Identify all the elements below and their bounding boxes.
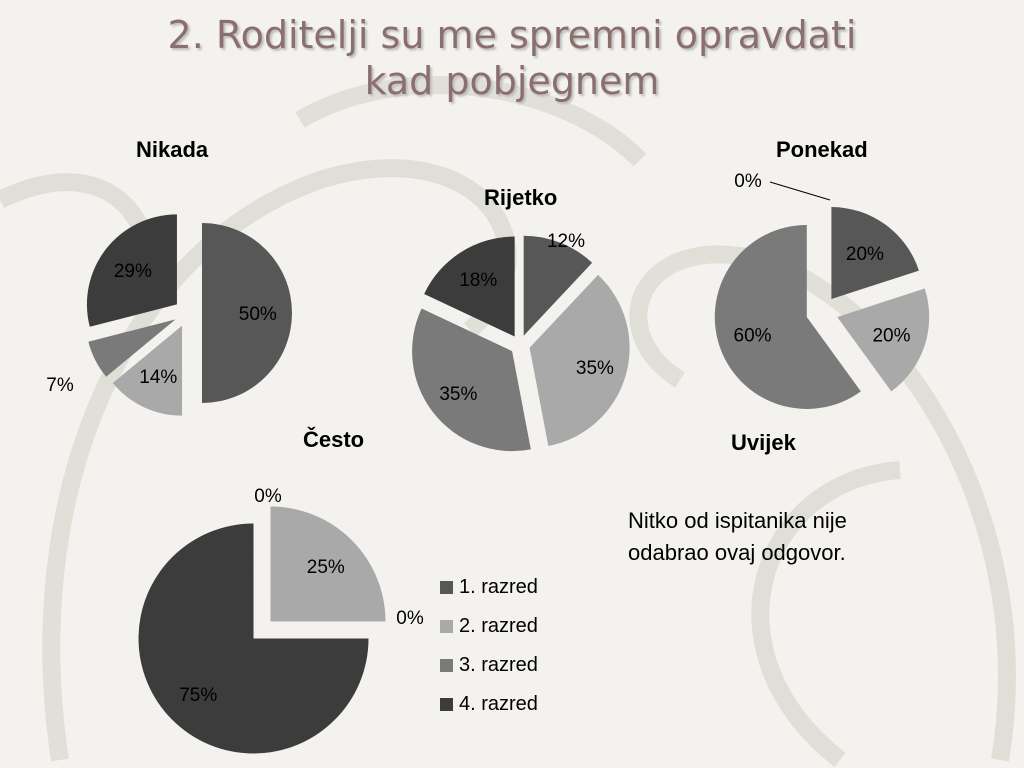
pie-slice [714, 224, 861, 409]
note-line-1: Nitko od ispitanika nije [628, 508, 847, 533]
pie-slice [831, 207, 919, 300]
title-line-1: 2. Roditelji su me spremni opravdati [167, 13, 857, 57]
data-label: 35% [439, 384, 477, 405]
uvijek-note: Nitko od ispitanika nije odabrao ovaj od… [628, 505, 847, 569]
pie-slice [529, 274, 630, 447]
data-label: 12% [547, 231, 585, 252]
chart-title-ponekad: Ponekad [776, 137, 868, 162]
data-label: 25% [307, 557, 345, 578]
legend-item: 4. razred [440, 685, 538, 724]
pie-slice [412, 308, 531, 452]
title-line-2: kad pobjegnem [364, 59, 660, 103]
data-label: 18% [459, 270, 497, 291]
chart-title-nikada: Nikada [136, 137, 209, 162]
data-label: 0% [396, 608, 424, 629]
legend-item: 3. razred [440, 646, 538, 685]
data-label: 20% [846, 244, 884, 265]
pie-slice [523, 235, 593, 336]
data-label: 29% [114, 261, 152, 282]
legend-swatch [440, 659, 453, 672]
legend-label: 3. razred [459, 654, 538, 676]
pie-slice [424, 236, 515, 337]
data-label: 20% [872, 326, 910, 347]
legend: 1. razred 2. razred 3. razred 4. razred [440, 568, 538, 724]
data-label: 35% [576, 358, 614, 379]
legend-item: 2. razred [440, 607, 538, 646]
chart-title-rijetko: Rijetko [484, 185, 558, 210]
legend-swatch [440, 620, 453, 633]
legend-label: 4. razred [459, 693, 538, 715]
pie-slice [138, 523, 369, 754]
chart-title-uvijek: Uvijek [731, 430, 796, 455]
data-label: 0% [734, 171, 762, 192]
data-label: 60% [734, 326, 772, 347]
data-label: 0% [254, 486, 282, 507]
legend-label: 2. razred [459, 615, 538, 637]
pie-slice [112, 325, 183, 416]
data-label: 75% [179, 685, 217, 706]
data-label: 50% [239, 304, 277, 325]
legend-swatch [440, 698, 453, 711]
pie-slice [202, 223, 292, 403]
legend-label: 1. razred [459, 576, 538, 598]
legend-item: 1. razred [440, 568, 538, 607]
leader-line [769, 181, 831, 201]
slide-title: 2. Roditelji su me spremni opravdati kad… [0, 12, 1024, 104]
pie-slice [270, 506, 386, 622]
pie-slice [88, 319, 176, 377]
legend-swatch [440, 581, 453, 594]
data-label: 7% [46, 375, 74, 396]
pie-slice [837, 288, 930, 392]
note-line-2: odabrao ovaj odgovor. [628, 540, 846, 565]
data-label: 14% [139, 367, 177, 388]
chart-title-cesto: Često [303, 427, 365, 452]
pie-slice [86, 214, 177, 327]
